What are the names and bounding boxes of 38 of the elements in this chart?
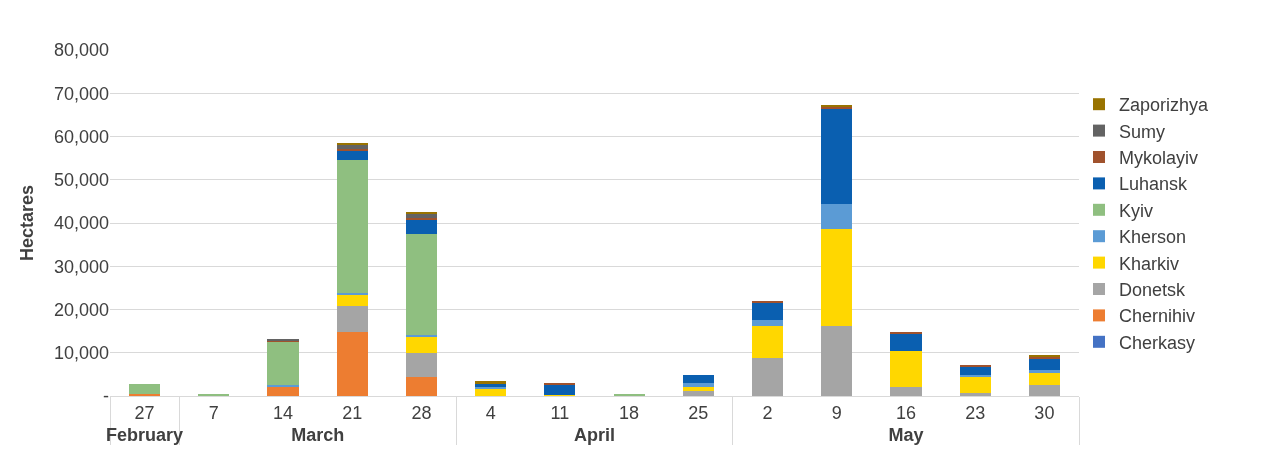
legend-label: Zaporizhya [1119,95,1210,116]
text: April [573,424,616,445]
text: March [291,424,345,445]
y-axis-title: Hectares [17,184,38,262]
y-tick-label: 70,000 [53,83,109,104]
y-tick-label: 10,000 [53,343,109,364]
y-tick-label: - [103,386,109,407]
x-tick-label: 27 [134,402,155,423]
x-tick-label: 4 [485,402,496,423]
x-tick-label: 25 [688,402,709,423]
x-tick-label: 2 [762,402,773,423]
x-tick-label: 16 [895,402,916,423]
text: May [888,424,924,445]
x-tick-label: 23 [965,402,986,423]
legend-label: Kherson [1119,227,1187,248]
y-tick-label: 60,000 [53,126,109,147]
x-tick-label: 11 [550,402,570,423]
legend-label: Sumy [1119,121,1166,142]
y-tick-label: 80,000 [53,40,109,61]
y-tick-label: 40,000 [53,213,109,234]
legend-label: Mykolayiv [1119,148,1199,169]
legend-label: Kyiv [1119,200,1154,221]
legend-label: Luhansk [1119,174,1189,195]
text: February [106,424,184,445]
legend-label: Chernihiv [1119,306,1196,327]
legend-label: Donetsk [1119,280,1187,301]
x-tick-label: 30 [1034,402,1055,423]
x-tick-label: 21 [342,402,363,423]
legend-label: Cherkasy [1119,332,1196,353]
x-tick-label: 18 [619,402,640,423]
y-tick-label: 20,000 [53,299,109,320]
x-tick-label: 28 [411,402,432,423]
x-tick-label: 14 [273,402,294,423]
legend-label: Kharkiv [1119,253,1180,274]
x-tick-label: 7 [208,402,219,423]
x-tick-label: 9 [831,402,842,423]
y-tick-label: 50,000 [53,170,109,191]
y-tick-label: 30,000 [53,256,109,277]
